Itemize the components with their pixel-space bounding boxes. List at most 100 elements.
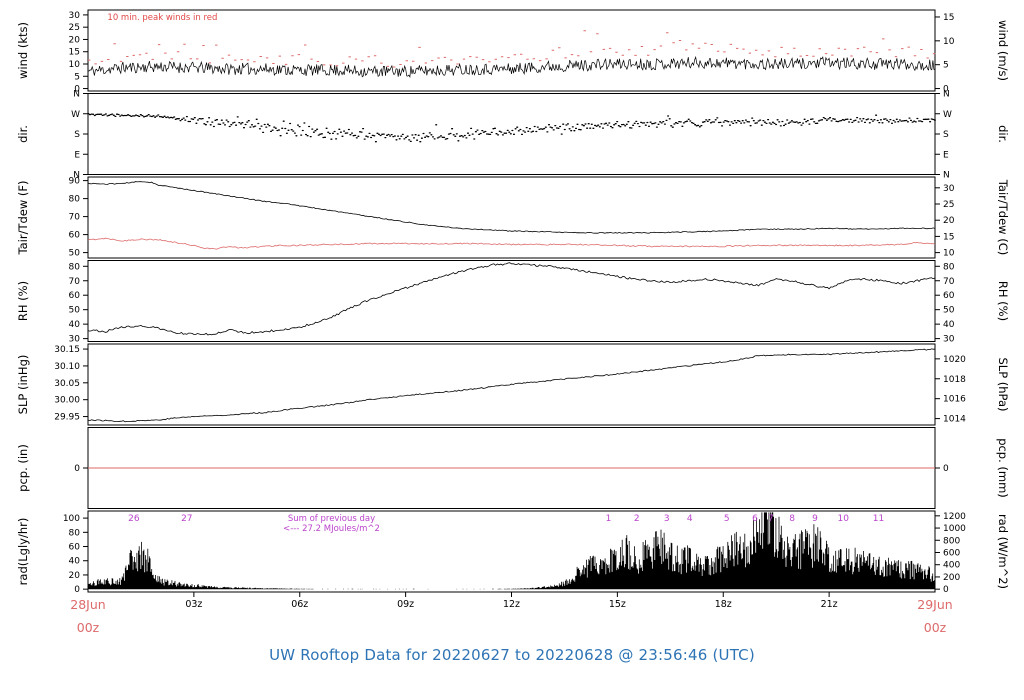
tick-label: 5 (943, 61, 949, 71)
tick-label: 0 (74, 85, 80, 95)
x-start-date: 28Jun (70, 597, 105, 612)
rad-sum-marker: 26 (128, 514, 140, 524)
panel-temp: 50 60 70 80 90 10 15 20 25 30 Tair/Tdew (F) Tair/Td… (16, 176, 1010, 259)
x-tick-label: 06z (291, 599, 308, 610)
axis-label-left-slp: SLP (inHg) (16, 355, 30, 415)
axis-label-left-rh: RH (%) (16, 281, 30, 321)
tick-label: E (74, 150, 80, 160)
axis-label-right-temp: Tair/Tdew (C) (996, 179, 1010, 255)
tick-label: 10 (943, 249, 955, 259)
rad-sum-marker: 1 (606, 514, 612, 524)
tick-label: 70 (69, 277, 81, 287)
panel-frame (87, 343, 936, 426)
tick-label: 50 (69, 249, 81, 259)
tick-label: 800 (943, 536, 960, 546)
tick-label: 1014 (943, 415, 966, 425)
tick-label: 100 (63, 514, 80, 524)
series-wind-direction (87, 113, 936, 143)
tick-label: 80 (69, 262, 81, 272)
tick-label: 10 (943, 37, 955, 47)
rad-sum-marker: 6 (752, 514, 758, 524)
tick-label: 30 (943, 335, 955, 345)
tick-label: 70 (943, 277, 955, 287)
tick-label: 400 (943, 561, 960, 571)
tick-label: 1020 (943, 355, 966, 365)
tick-label: 80 (69, 195, 81, 205)
tick-label: N (73, 171, 80, 181)
tick-label: 70 (69, 213, 81, 223)
tick-label: 50 (69, 306, 81, 316)
tick-label: 0 (943, 464, 949, 474)
rad-sum-marker: 3 (664, 514, 670, 524)
tick-label: 1016 (943, 395, 966, 405)
tick-label: 60 (69, 231, 81, 241)
tick-label: 15 (943, 13, 954, 23)
tick-label: 60 (69, 291, 81, 301)
x-tick-label: 03z (185, 599, 202, 610)
tick-label: 30 (69, 11, 81, 21)
x-end-date: 29Jun (917, 597, 952, 612)
x-end-hour: 00z (924, 620, 947, 635)
annotation-wind-0: 10 min. peak winds in red (107, 13, 217, 23)
tick-label: 0 (943, 85, 949, 95)
axis-label-right-rad: rad (W/m^2) (996, 514, 1010, 589)
tick-label: 20 (69, 35, 81, 45)
tick-label: 5 (74, 72, 80, 82)
axis-label-right-slp: SLP (hPa) (996, 357, 1010, 411)
tick-label: 30.15 (54, 345, 80, 355)
x-tick-label: 21z (821, 599, 838, 610)
x-tick-label: 18z (715, 599, 732, 610)
x-start-hour: 00z (77, 620, 100, 635)
tick-label: 15 (943, 232, 954, 242)
series-slp (87, 348, 935, 423)
tick-label: 600 (943, 548, 960, 558)
panel-frame (87, 260, 936, 342)
panel-pcp: 0 0 pcp. (in) pcp. (mm) (16, 427, 1010, 509)
rad-sum-marker: 9 (812, 514, 818, 524)
annotation-rad-0: Sum of previous day (288, 514, 375, 524)
tick-label: W (943, 110, 952, 120)
panel-frame (87, 9, 936, 92)
tick-label: 29.95 (54, 413, 80, 423)
x-tick-label: 12z (503, 599, 520, 610)
rad-sum-marker: 10 (838, 514, 850, 524)
series-peak-wind (88, 30, 936, 68)
tick-label: 15 (69, 48, 80, 58)
rad-sum-marker: 4 (687, 514, 693, 524)
tick-label: 0 (74, 585, 80, 595)
panel-slp: 29.95 30.00 30.05 30.10 30.15 1014 1016 1018 102… (16, 343, 1010, 426)
tick-label: E (943, 150, 949, 160)
panel-rh: 30 40 50 60 70 80 30 40 50 60 70 80 RH (%) RH (%) (16, 260, 1010, 345)
series-radiation (87, 512, 935, 590)
rad-sum-marker: 2 (634, 514, 640, 524)
tick-label: S (74, 130, 80, 140)
axis-label-left-dir: dir. (16, 125, 30, 143)
tick-label: 30 (69, 335, 81, 345)
x-tick-label: 15z (609, 599, 626, 610)
tick-label: 25 (943, 200, 954, 210)
series-rh (87, 262, 936, 336)
rad-sum-marker: 8 (789, 514, 795, 524)
tick-label: 50 (943, 306, 955, 316)
series-wind-speed (87, 55, 936, 78)
panel-frame (87, 176, 936, 259)
axis-label-left-pcp: pcp. (in) (16, 444, 30, 492)
tick-label: 80 (943, 262, 955, 272)
tick-label: 60 (943, 291, 955, 301)
tick-label: 10 (69, 60, 81, 70)
rad-sum-marker: 27 (181, 514, 192, 524)
tick-label: S (943, 130, 949, 140)
figure-title: UW Rooftop Data for 20220627 to 20220628… (269, 646, 755, 664)
axis-label-left-rad: rad(Lgly/hr) (16, 518, 30, 586)
tick-label: 20 (943, 216, 955, 226)
tick-label: 0 (943, 585, 949, 595)
tick-label: 30 (943, 184, 955, 194)
axis-label-right-dir: dir. (996, 125, 1010, 143)
axis-label-right-rh: RH (%) (996, 281, 1010, 321)
tick-label: 40 (69, 320, 81, 330)
tick-label: 30.00 (54, 396, 80, 406)
panel-wind: 0 5 10 15 20 25 30 0 5 10 15 wind (kts) wind (m/s) 10… (16, 9, 1010, 95)
